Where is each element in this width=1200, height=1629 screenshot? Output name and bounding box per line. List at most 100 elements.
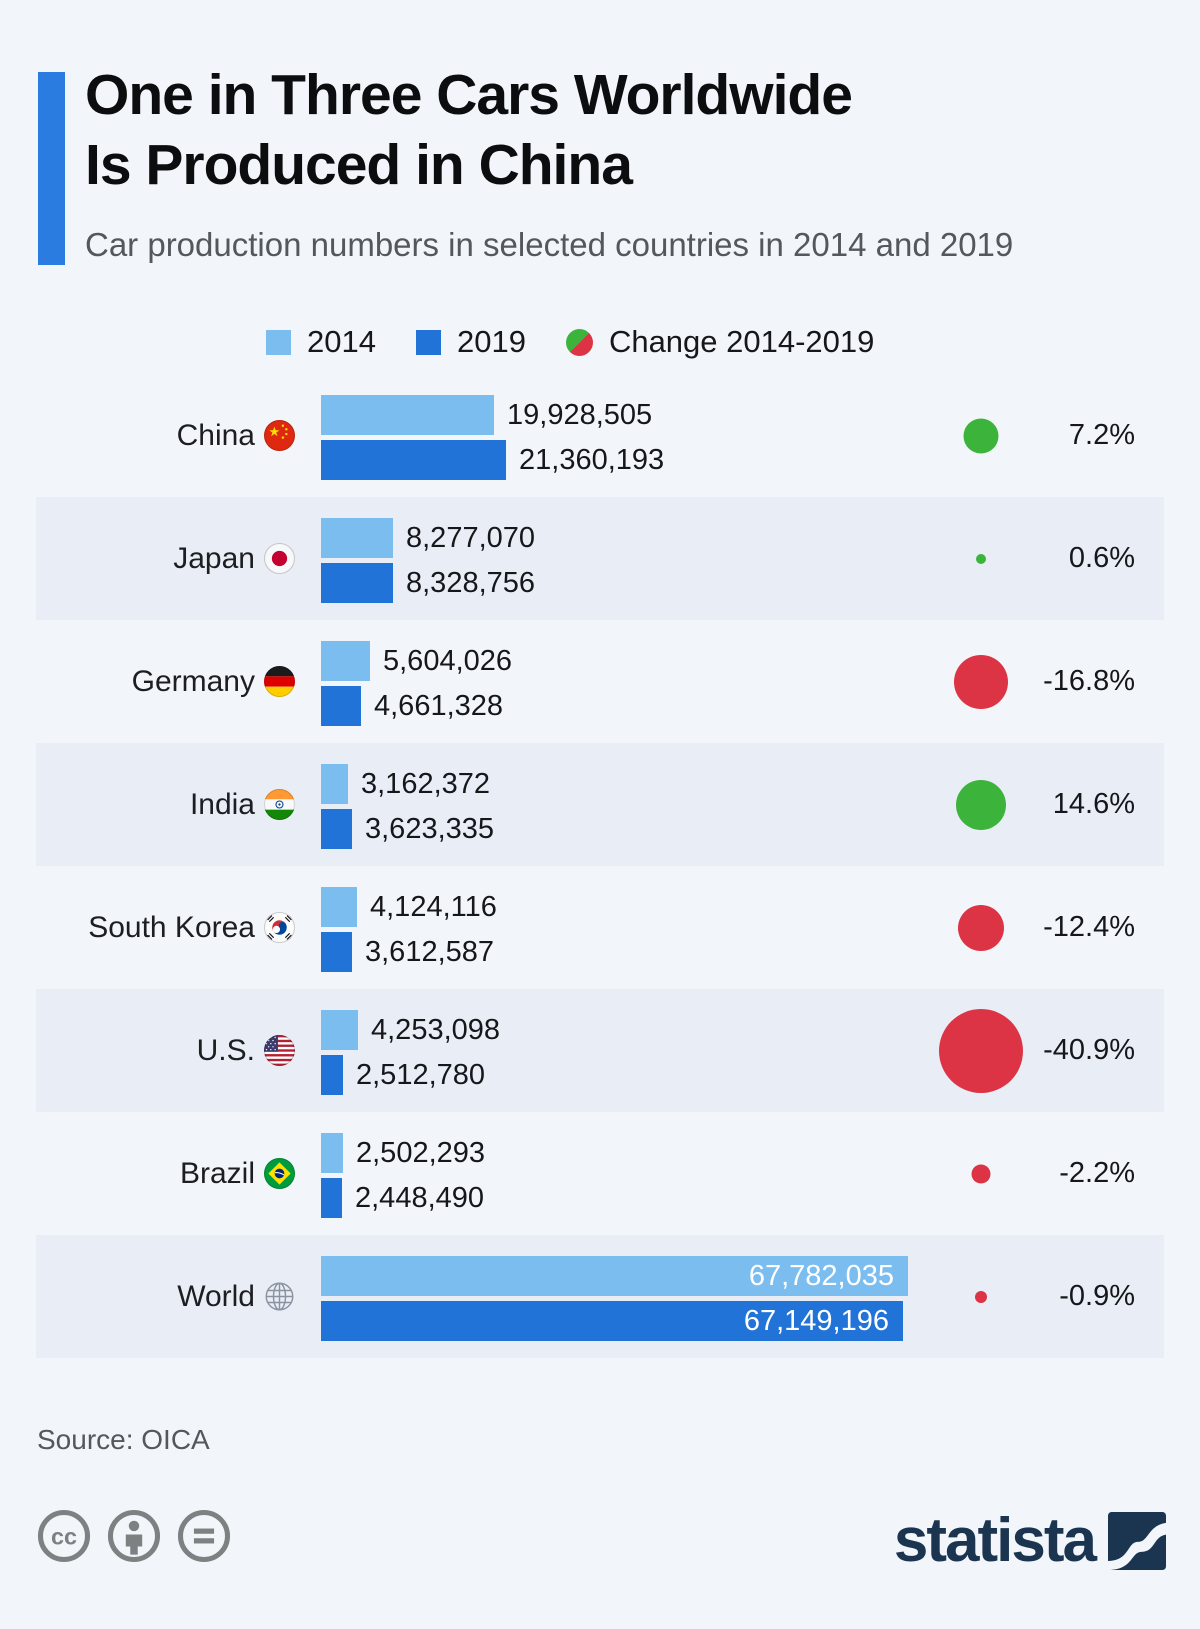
- statista-logo: statista: [893, 1506, 1166, 1575]
- change-percent: -40.9%: [1043, 1034, 1135, 1066]
- change-percent: -0.9%: [1059, 1280, 1135, 1312]
- value-2014: 2,502,293: [356, 1137, 486, 1169]
- change-percent: 14.6%: [1052, 788, 1135, 820]
- brazil-flag-icon: [264, 1158, 295, 1189]
- value-2019: 2,512,780: [356, 1059, 486, 1091]
- value-2014: 67,782,035: [748, 1260, 894, 1292]
- table-row: Japan 8,277,070 8,328,756 0.6%: [36, 497, 1164, 620]
- country-flag-icon: [264, 1158, 295, 1189]
- world-globe-icon: [265, 1282, 294, 1311]
- value-2014: 19,928,505: [507, 399, 653, 431]
- change-circle: [939, 1009, 1023, 1093]
- value-2019: 3,623,335: [365, 813, 495, 845]
- value-2019: 8,328,756: [406, 567, 536, 599]
- value-2014: 3,162,372: [361, 768, 491, 800]
- country-label: India: [189, 787, 255, 821]
- country-label: Germany: [131, 664, 255, 698]
- country-label: U.S.: [196, 1033, 255, 1067]
- table-row: Brazil 2,502,293 2,448,490 -2.2%: [36, 1112, 1164, 1235]
- bar-2014: 4,253,098: [321, 1010, 500, 1050]
- bar-group: 67,782,035 67,149,196: [321, 1235, 908, 1358]
- country-label: Brazil: [179, 1156, 255, 1190]
- change-percent: -16.8%: [1043, 665, 1135, 697]
- change-circle: [956, 780, 1006, 830]
- country-flag-icon: [264, 1281, 295, 1312]
- bar-2019: 8,328,756: [321, 563, 535, 603]
- country-flag-icon: [264, 666, 295, 697]
- bar-group: 4,124,116 3,612,587: [321, 866, 908, 989]
- change-percent: 0.6%: [1068, 542, 1135, 574]
- license-icons: cc: [36, 1508, 232, 1564]
- country-flag-icon: [264, 789, 295, 820]
- table-row: Germany 5,604,026 4,661,328 -16.8%: [36, 620, 1164, 743]
- japan-flag-icon: [264, 543, 295, 574]
- statista-wordmark: statista: [893, 1506, 1097, 1575]
- value-2014: 4,253,098: [371, 1014, 501, 1046]
- change-circle: [976, 554, 986, 564]
- table-row: China 19,928,505 21,360,193 7.2%: [36, 374, 1164, 497]
- bar-2014: 2,502,293: [321, 1133, 485, 1173]
- country-flag-icon: [264, 912, 295, 943]
- legend-item-2014: 2014: [266, 324, 376, 360]
- table-row: U.S. 4,253,098: [36, 989, 1164, 1112]
- legend-change-circle-icon: [565, 328, 593, 356]
- attribution-icon: [107, 1509, 161, 1563]
- change-circle: [963, 418, 999, 454]
- change-circle: [954, 655, 1008, 709]
- country-label: World: [177, 1279, 255, 1313]
- title-line-1: One in Three Cars Worldwide: [85, 63, 853, 127]
- bar-2019: 3,623,335: [321, 809, 494, 849]
- change-circle: [971, 1164, 991, 1184]
- legend-item-2019: 2019: [415, 324, 526, 360]
- change-percent: -12.4%: [1043, 911, 1135, 943]
- chart-rows: China 19,928,505 21,360,193 7.2% Japan: [36, 374, 1164, 1358]
- bar-2014: 19,928,505: [321, 395, 652, 435]
- india-flag-icon: [264, 789, 295, 820]
- equals-icon: [177, 1509, 231, 1563]
- svg-text:cc: cc: [51, 1524, 77, 1550]
- bar-group: 19,928,505 21,360,193: [321, 374, 908, 497]
- bar-2019: 2,512,780: [321, 1055, 485, 1095]
- change-percent: -2.2%: [1059, 1157, 1135, 1189]
- bar-2019: 21,360,193: [321, 440, 664, 480]
- bar-group: 4,253,098 2,512,780: [321, 989, 908, 1112]
- title-line-2: Is Produced in China: [85, 133, 633, 197]
- us-flag-icon: [264, 1035, 295, 1066]
- bar-2014: 5,604,026: [321, 641, 512, 681]
- legend-label-change: Change 2014-2019: [608, 324, 875, 359]
- table-row: South Korea: [36, 866, 1164, 989]
- legend-swatch-2014-icon: [266, 329, 291, 355]
- south-korea-flag-icon: [264, 912, 295, 943]
- country-flag-icon: [264, 543, 295, 574]
- bar-2019: 67,149,196: [321, 1301, 903, 1341]
- bar-2019: 2,448,490: [321, 1178, 484, 1218]
- germany-flag-icon: [264, 666, 295, 697]
- china-flag-icon: [264, 420, 295, 451]
- value-2014: 8,277,070: [406, 522, 536, 554]
- title-accent-bar: [38, 72, 65, 265]
- change-percent: 7.2%: [1068, 419, 1135, 451]
- bar-2014: 67,782,035: [321, 1256, 908, 1296]
- value-2019: 2,448,490: [355, 1182, 485, 1214]
- country-flag-icon: [264, 420, 295, 451]
- bar-group: 3,162,372 3,623,335: [321, 743, 908, 866]
- value-2019: 3,612,587: [365, 936, 495, 968]
- bar-group: 5,604,026 4,661,328: [321, 620, 908, 743]
- source-note: Source: OICA: [37, 1424, 210, 1455]
- legend-swatch-2019-icon: [415, 329, 441, 355]
- country-label: China: [176, 418, 255, 452]
- page-title: One in Three Cars Worldwide Is Produced …: [85, 60, 853, 200]
- chart-legend: 2014 2019 Change 2014-2019: [266, 324, 874, 360]
- value-2019: 21,360,193: [519, 444, 665, 476]
- bar-2019: 3,612,587: [321, 932, 494, 972]
- country-flag-icon: [264, 1035, 295, 1066]
- cc-icon: cc: [37, 1509, 91, 1563]
- bar-2014: 3,162,372: [321, 764, 490, 804]
- legend-item-change: Change 2014-2019: [565, 324, 875, 360]
- bar-group: 2,502,293 2,448,490: [321, 1112, 908, 1235]
- bar-2014: 8,277,070: [321, 518, 535, 558]
- country-label: Japan: [173, 541, 255, 575]
- table-row: India 3,162,372 3,623,335 14.6%: [36, 743, 1164, 866]
- value-2014: 4,124,116: [370, 891, 497, 923]
- statista-logo-icon: [1108, 1512, 1166, 1570]
